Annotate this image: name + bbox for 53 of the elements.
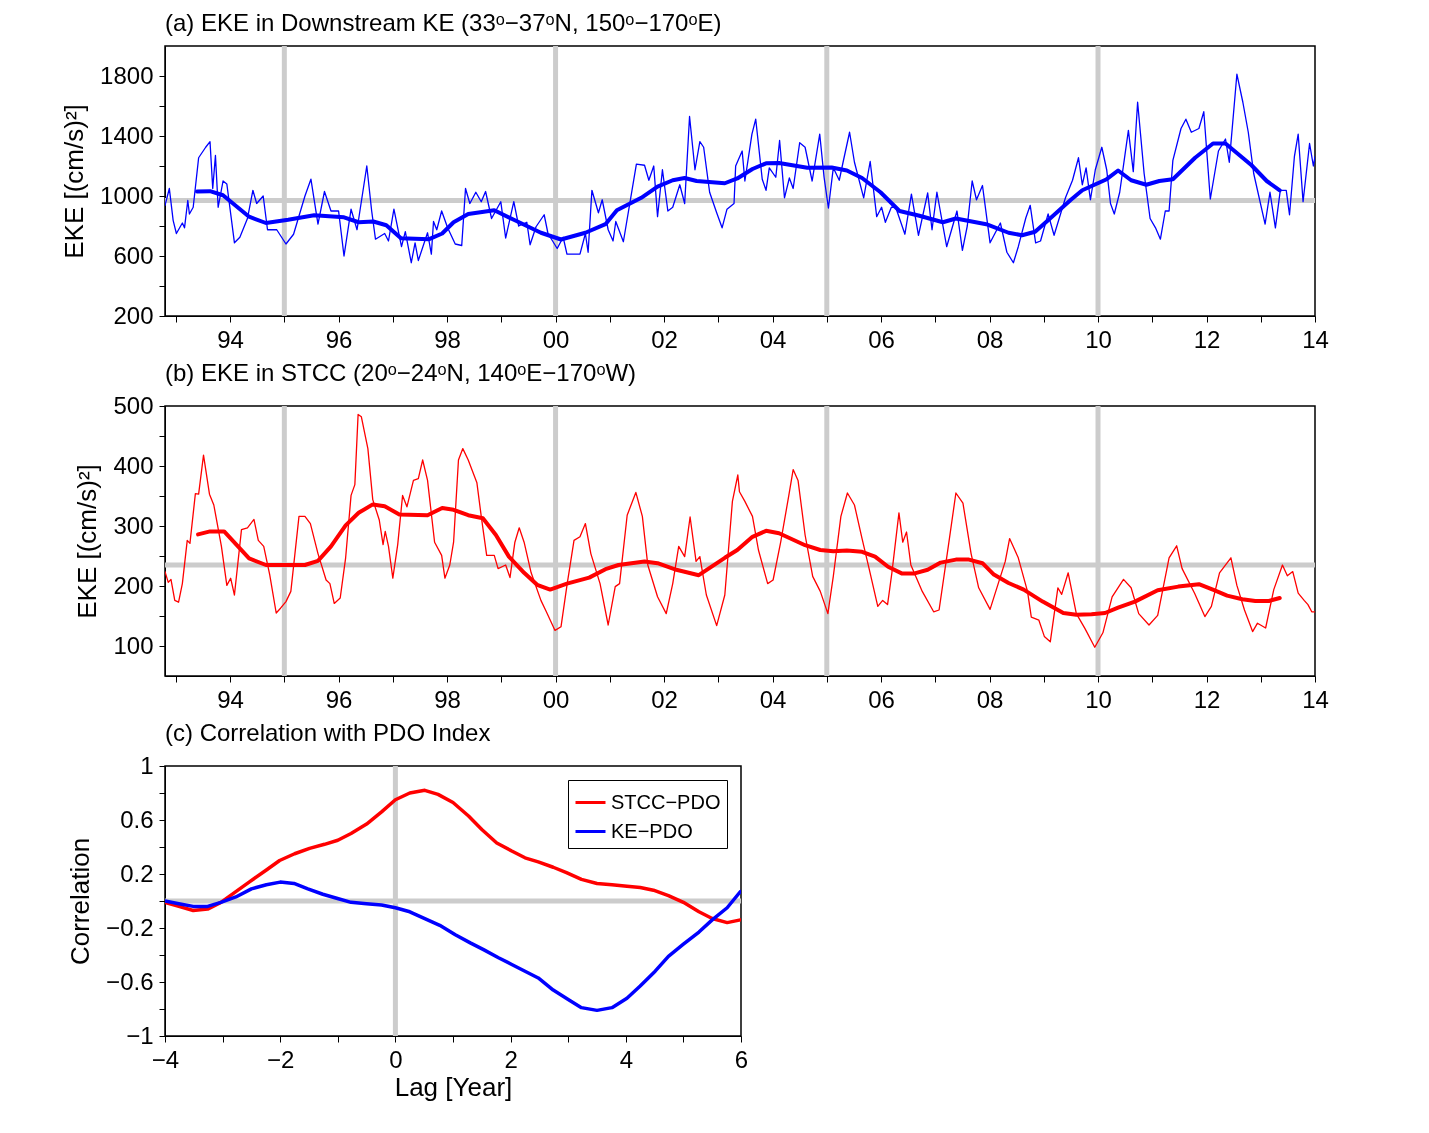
x-tick-label: 0 <box>389 1045 403 1073</box>
chart-title: (c) Correlation with PDO Index <box>165 719 491 746</box>
y-axis-title: EKE [(cm/s)²] <box>59 104 90 259</box>
x-tick-label: 14 <box>1302 685 1329 713</box>
x-tick-label: 12 <box>1193 685 1221 713</box>
y-tick-label: −0.2 <box>106 913 154 941</box>
y-tick-label: 0.2 <box>120 859 154 887</box>
x-tick-label: −4 <box>151 1045 180 1073</box>
y-tick-label: −0.6 <box>106 967 154 995</box>
x-tick-label: 08 <box>976 325 1004 353</box>
x-tick-label: 96 <box>325 325 353 353</box>
x-tick-label: 94 <box>217 325 244 353</box>
y-tick-label: 600 <box>113 241 154 269</box>
x-tick-label: 02 <box>651 325 678 353</box>
x-tick-label: 06 <box>868 685 895 713</box>
x-tick-label: 08 <box>976 685 1004 713</box>
x-tick-label: 04 <box>759 685 787 713</box>
y-tick-label: 300 <box>113 511 154 539</box>
x-tick-label: 00 <box>542 685 570 713</box>
x-axis-title: Lag [Year] <box>394 1071 513 1102</box>
y-axis-title: Correlation <box>65 837 96 966</box>
y-tick-label: 200 <box>113 571 154 599</box>
y-tick-label: 1000 <box>100 181 154 209</box>
y-tick-label: 500 <box>113 391 154 419</box>
x-tick-label: 12 <box>1193 325 1221 353</box>
x-tick-label: 2 <box>504 1045 518 1073</box>
y-tick-label: −1 <box>126 1021 154 1049</box>
y-tick-label: 1800 <box>100 61 154 89</box>
y-tick-label: 400 <box>113 451 154 479</box>
x-tick-label: 6 <box>734 1045 749 1073</box>
y-tick-label: 200 <box>113 301 154 329</box>
x-tick-label: 4 <box>619 1045 633 1073</box>
x-tick-label: 14 <box>1302 325 1329 353</box>
x-tick-label: 06 <box>868 325 895 353</box>
chart-title: (a) EKE in Downstream KE (33ᵒ−37ᵒN, 150ᵒ−170ᵒE) <box>165 8 722 36</box>
y-tick-label: 100 <box>113 631 154 659</box>
chart-title: (b) EKE in STCC (20ᵒ−24ᵒN, 140ᵒE−170ᵒW) <box>165 359 637 386</box>
x-tick-label: 98 <box>434 685 461 713</box>
y-tick-label: 1400 <box>100 121 154 149</box>
y-tick-label: 0.6 <box>120 805 154 833</box>
legend-label: KE−PDO <box>611 819 693 842</box>
x-tick-label: 04 <box>759 325 787 353</box>
x-tick-label: 94 <box>217 685 244 713</box>
x-tick-label: 02 <box>651 685 678 713</box>
y-tick-label: 1 <box>140 751 154 779</box>
x-tick-label: 10 <box>1085 325 1112 353</box>
x-tick-label: 98 <box>434 325 461 353</box>
y-axis-title: EKE [(cm/s)²] <box>72 464 103 619</box>
x-tick-label: 00 <box>542 325 570 353</box>
legend-label: STCC−PDO <box>611 790 721 813</box>
x-tick-label: 96 <box>325 685 353 713</box>
x-tick-label: −2 <box>267 1045 295 1073</box>
x-tick-label: 10 <box>1085 685 1112 713</box>
